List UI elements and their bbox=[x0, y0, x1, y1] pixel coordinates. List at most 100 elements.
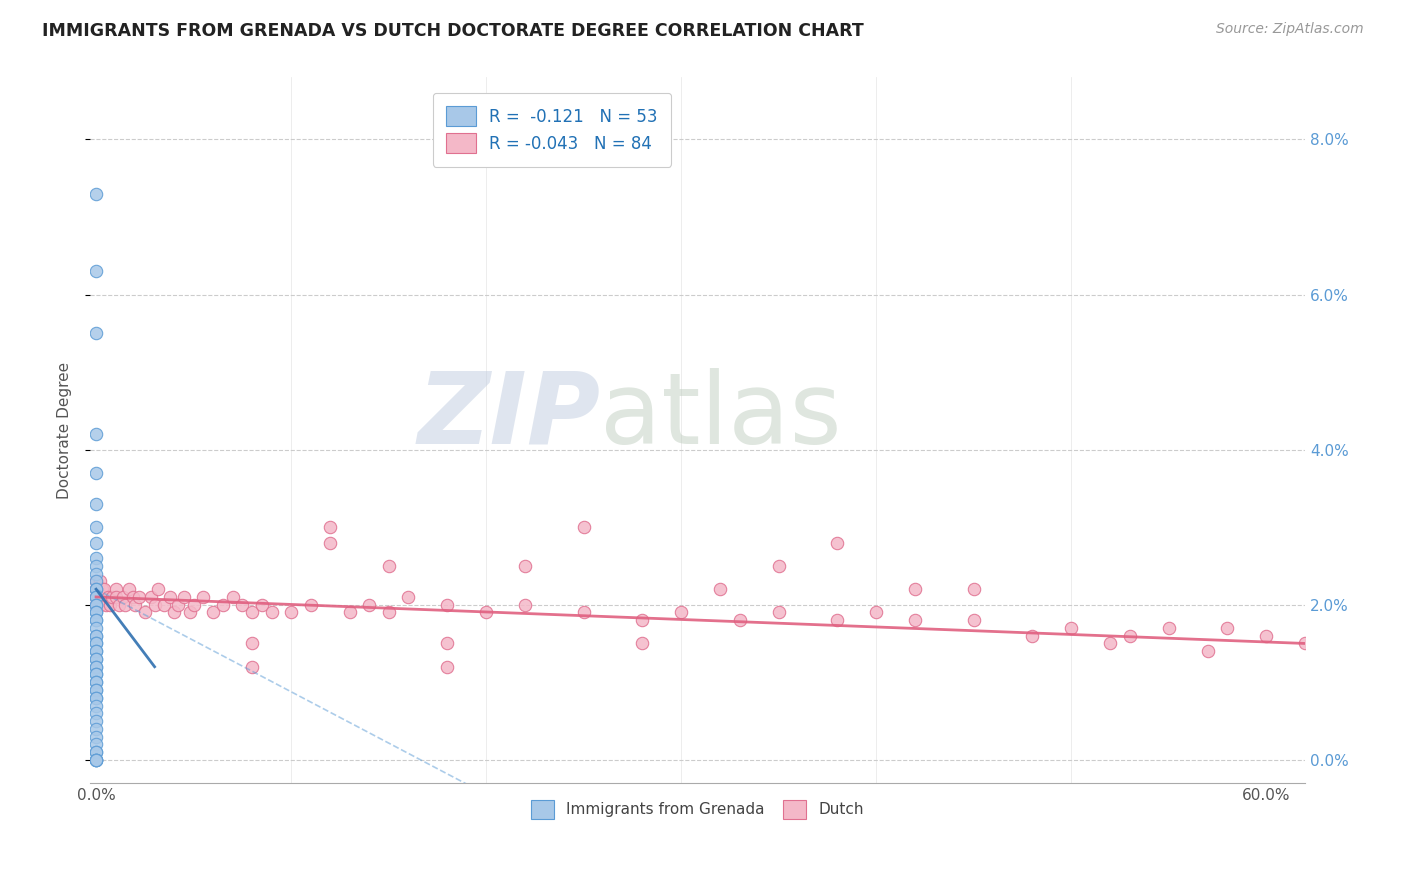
Point bbox=[84, 558, 107, 573]
Point bbox=[122, 590, 145, 604]
Point bbox=[1294, 636, 1316, 650]
Point bbox=[84, 590, 107, 604]
Point bbox=[148, 582, 170, 597]
Point bbox=[84, 574, 107, 589]
Point bbox=[513, 598, 536, 612]
Point bbox=[768, 606, 790, 620]
Point bbox=[91, 582, 114, 597]
Point bbox=[84, 667, 107, 681]
Point bbox=[84, 683, 107, 698]
Point bbox=[153, 598, 176, 612]
Point bbox=[97, 590, 120, 604]
Point bbox=[280, 606, 302, 620]
Point bbox=[84, 753, 107, 767]
Point bbox=[84, 598, 107, 612]
Point bbox=[84, 636, 107, 650]
Point bbox=[84, 667, 107, 681]
Point bbox=[84, 326, 107, 341]
Point bbox=[962, 582, 984, 597]
Point bbox=[436, 659, 458, 673]
Point bbox=[84, 264, 107, 278]
Point bbox=[84, 621, 107, 635]
Point bbox=[84, 675, 107, 690]
Point bbox=[299, 598, 322, 612]
Point bbox=[825, 535, 848, 549]
Point bbox=[211, 598, 233, 612]
Point bbox=[84, 745, 107, 759]
Point bbox=[377, 558, 399, 573]
Point bbox=[572, 520, 595, 534]
Point bbox=[128, 590, 150, 604]
Point bbox=[669, 606, 692, 620]
Point bbox=[159, 590, 181, 604]
Point bbox=[84, 706, 107, 721]
Point bbox=[84, 644, 107, 658]
Point bbox=[84, 698, 107, 713]
Point bbox=[377, 606, 399, 620]
Point bbox=[93, 582, 115, 597]
Point bbox=[84, 753, 107, 767]
Point bbox=[240, 606, 263, 620]
Point bbox=[84, 613, 107, 627]
Point bbox=[84, 652, 107, 666]
Point bbox=[231, 598, 253, 612]
Point bbox=[904, 582, 927, 597]
Point bbox=[84, 535, 107, 549]
Point bbox=[513, 558, 536, 573]
Point bbox=[143, 598, 166, 612]
Point bbox=[1216, 621, 1239, 635]
Point bbox=[84, 582, 107, 597]
Point bbox=[202, 606, 225, 620]
Point bbox=[84, 606, 107, 620]
Point bbox=[84, 753, 107, 767]
Point bbox=[436, 636, 458, 650]
Point bbox=[108, 598, 131, 612]
Point bbox=[89, 574, 111, 589]
Point bbox=[728, 613, 751, 627]
Point bbox=[84, 598, 107, 612]
Text: IMMIGRANTS FROM GRENADA VS DUTCH DOCTORATE DEGREE CORRELATION CHART: IMMIGRANTS FROM GRENADA VS DUTCH DOCTORA… bbox=[42, 22, 863, 40]
Point bbox=[709, 582, 731, 597]
Point bbox=[84, 497, 107, 511]
Point bbox=[436, 598, 458, 612]
Point bbox=[319, 535, 342, 549]
Point bbox=[84, 659, 107, 673]
Point bbox=[84, 730, 107, 744]
Point bbox=[1118, 629, 1140, 643]
Point bbox=[167, 598, 190, 612]
Point bbox=[84, 652, 107, 666]
Point bbox=[89, 598, 111, 612]
Point bbox=[84, 520, 107, 534]
Point bbox=[339, 606, 361, 620]
Point bbox=[84, 675, 107, 690]
Point bbox=[87, 582, 110, 597]
Point bbox=[183, 598, 205, 612]
Point bbox=[118, 582, 141, 597]
Legend: Immigrants from Grenada, Dutch: Immigrants from Grenada, Dutch bbox=[526, 794, 870, 825]
Point bbox=[396, 590, 419, 604]
Point bbox=[84, 745, 107, 759]
Point bbox=[240, 659, 263, 673]
Point bbox=[173, 590, 195, 604]
Point bbox=[768, 558, 790, 573]
Y-axis label: Doctorate Degree: Doctorate Degree bbox=[58, 361, 72, 499]
Point bbox=[359, 598, 381, 612]
Point bbox=[904, 613, 927, 627]
Point bbox=[84, 574, 107, 589]
Text: atlas: atlas bbox=[600, 368, 842, 465]
Point bbox=[1157, 621, 1180, 635]
Point bbox=[84, 427, 107, 442]
Point bbox=[319, 520, 342, 534]
Point bbox=[240, 636, 263, 650]
Point bbox=[572, 606, 595, 620]
Point bbox=[87, 590, 110, 604]
Point bbox=[84, 590, 107, 604]
Point bbox=[84, 644, 107, 658]
Point bbox=[260, 606, 283, 620]
Point bbox=[631, 636, 654, 650]
Point bbox=[84, 582, 107, 597]
Point bbox=[84, 629, 107, 643]
Point bbox=[84, 186, 107, 201]
Point bbox=[84, 690, 107, 705]
Point bbox=[84, 683, 107, 698]
